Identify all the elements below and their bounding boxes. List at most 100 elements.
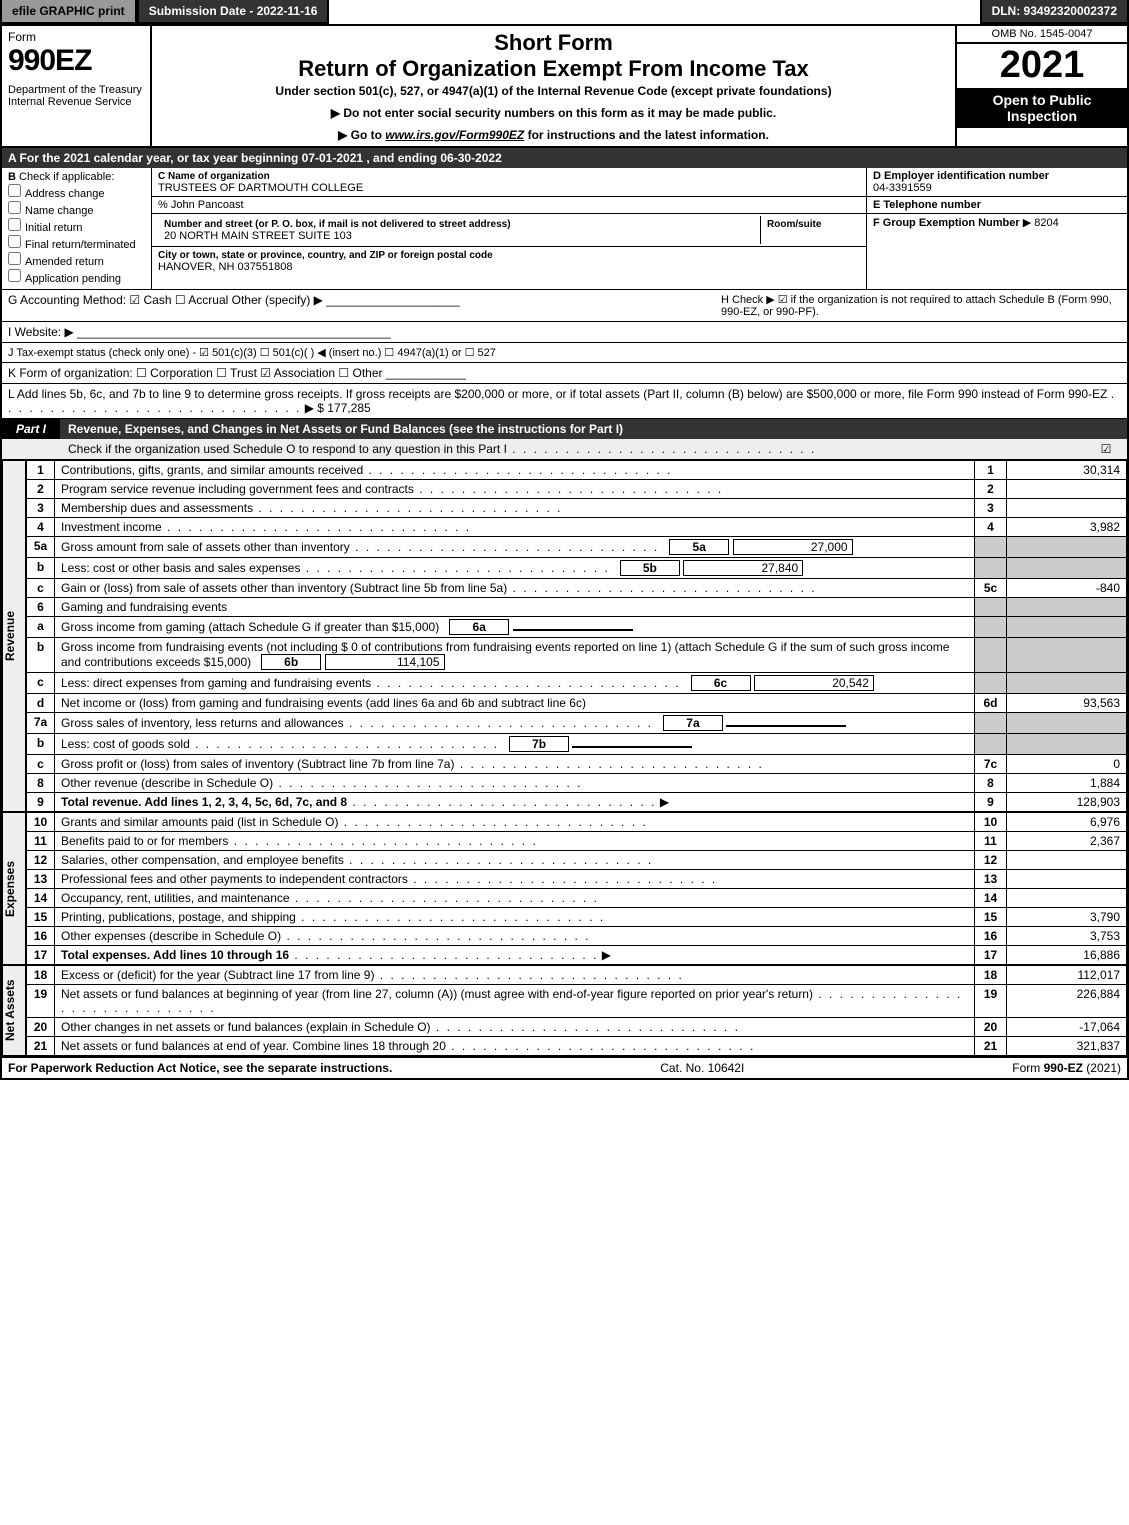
form-number: 990EZ — [8, 44, 144, 78]
goto-note: ▶ Go to www.irs.gov/Form990EZ for instru… — [160, 128, 947, 142]
header-left: Form 990EZ Department of the Treasury In… — [2, 26, 152, 146]
ssn-note: ▶ Do not enter social security numbers o… — [160, 106, 947, 120]
revenue-table: 1 Contributions, gifts, grants, and simi… — [26, 460, 1127, 812]
section-l-text: L Add lines 5b, 6c, and 7b to line 9 to … — [8, 387, 1107, 401]
section-b: B Check if applicable: Address change Na… — [2, 168, 152, 289]
top-bar: efile GRAPHIC print Submission Date - 20… — [0, 0, 1129, 24]
part1-tab: Part I — [2, 419, 60, 439]
group-exemption-label: F Group Exemption Number — [873, 217, 1020, 229]
ein-label: D Employer identification number — [873, 170, 1049, 182]
ein-value: 04-3391559 — [873, 182, 932, 194]
part1-body: Revenue 1 Contributions, gifts, grants, … — [2, 460, 1127, 812]
line-13: 13 Professional fees and other payments … — [27, 870, 1127, 889]
line-7a: 7a Gross sales of inventory, less return… — [27, 713, 1127, 734]
section-l: L Add lines 5b, 6c, and 7b to line 9 to … — [2, 384, 1127, 419]
expenses-body: Expenses 10 Grants and similar amounts p… — [2, 812, 1127, 965]
line-6d: d Net income or (loss) from gaming and f… — [27, 694, 1127, 713]
efile-print-button[interactable]: efile GRAPHIC print — [0, 0, 137, 24]
page-footer: For Paperwork Reduction Act Notice, see … — [2, 1056, 1127, 1078]
line-17: 17 Total expenses. Add lines 10 through … — [27, 946, 1127, 965]
chk-application-pending[interactable]: Application pending — [8, 269, 145, 285]
section-l-value: ▶ $ 177,285 — [305, 401, 371, 415]
line-5a: 5a Gross amount from sale of assets othe… — [27, 537, 1127, 558]
irs-link[interactable]: www.irs.gov/Form990EZ — [385, 128, 524, 142]
line-7b: b Less: cost of goods sold 7b — [27, 734, 1127, 755]
line-19: 19 Net assets or fund balances at beginn… — [27, 985, 1127, 1018]
org-name-label: C Name of organization — [158, 171, 270, 182]
line-16: 16 Other expenses (describe in Schedule … — [27, 927, 1127, 946]
section-g: G Accounting Method: ☑ Cash ☐ Accrual Ot… — [8, 293, 721, 318]
sections-def: D Employer identification number 04-3391… — [867, 168, 1127, 289]
header-right: OMB No. 1545-0047 2021 Open to Public In… — [957, 26, 1127, 146]
line-2: 2 Program service revenue including gove… — [27, 480, 1127, 499]
form-word: Form — [8, 30, 144, 44]
form-subtitle: Under section 501(c), 527, or 4947(a)(1)… — [160, 84, 947, 98]
line-6b: b Gross income from fundraising events (… — [27, 638, 1127, 673]
part1-title: Revenue, Expenses, and Changes in Net As… — [60, 419, 1127, 439]
expenses-vlabel: Expenses — [2, 812, 26, 965]
dln-label: DLN: 93492320002372 — [980, 0, 1129, 24]
org-name: TRUSTEES OF DARTMOUTH COLLEGE — [158, 182, 363, 194]
part1-check-row: Check if the organization used Schedule … — [2, 439, 1127, 460]
chk-final-return[interactable]: Final return/terminated — [8, 235, 145, 251]
line-3: 3 Membership dues and assessments 3 — [27, 499, 1127, 518]
chk-amended-return[interactable]: Amended return — [8, 252, 145, 268]
line-12: 12 Salaries, other compensation, and emp… — [27, 851, 1127, 870]
section-a: A For the 2021 calendar year, or tax yea… — [2, 148, 1127, 168]
section-c: C Name of organization TRUSTEES OF DARTM… — [152, 168, 867, 289]
footer-center: Cat. No. 10642I — [660, 1061, 744, 1075]
line-6: 6 Gaming and fundraising events — [27, 598, 1127, 617]
expenses-table: 10 Grants and similar amounts paid (list… — [26, 812, 1127, 965]
line-9: 9 Total revenue. Add lines 1, 2, 3, 4, 5… — [27, 793, 1127, 812]
form-title: Return of Organization Exempt From Incom… — [160, 56, 947, 82]
sections-bcdef: B Check if applicable: Address change Na… — [2, 168, 1127, 290]
revenue-vlabel: Revenue — [2, 460, 26, 812]
line-6a: a Gross income from gaming (attach Sched… — [27, 617, 1127, 638]
footer-left: For Paperwork Reduction Act Notice, see … — [8, 1061, 392, 1075]
line-15: 15 Printing, publications, postage, and … — [27, 908, 1127, 927]
goto-post: for instructions and the latest informat… — [524, 128, 769, 142]
netassets-table: 18 Excess or (deficit) for the year (Sub… — [26, 965, 1127, 1056]
section-i: I Website: ▶ ___________________________… — [2, 322, 1127, 343]
street-address: 20 NORTH MAIN STREET SUITE 103 — [164, 230, 352, 242]
city-address: HANOVER, NH 037551808 — [158, 261, 293, 273]
form-container: Form 990EZ Department of the Treasury In… — [0, 24, 1129, 1080]
line-8: 8 Other revenue (describe in Schedule O)… — [27, 774, 1127, 793]
short-form-title: Short Form — [160, 30, 947, 56]
department-label: Department of the Treasury Internal Reve… — [8, 84, 144, 108]
sections-gh: G Accounting Method: ☑ Cash ☐ Accrual Ot… — [2, 290, 1127, 322]
form-header: Form 990EZ Department of the Treasury In… — [2, 26, 1127, 148]
chk-name-change[interactable]: Name change — [8, 201, 145, 217]
chk-initial-return[interactable]: Initial return — [8, 218, 145, 234]
goto-pre: ▶ Go to — [338, 128, 385, 142]
line-11: 11 Benefits paid to or for members 11 2,… — [27, 832, 1127, 851]
section-k: K Form of organization: ☐ Corporation ☐ … — [2, 363, 1127, 384]
line-5c: c Gain or (loss) from sale of assets oth… — [27, 579, 1127, 598]
inspection-badge: Open to Public Inspection — [957, 88, 1127, 128]
line-5b: b Less: cost or other basis and sales ex… — [27, 558, 1127, 579]
tax-year: 2021 — [957, 44, 1127, 86]
line-4: 4 Investment income 4 3,982 — [27, 518, 1127, 537]
line-18: 18 Excess or (deficit) for the year (Sub… — [27, 966, 1127, 985]
section-j: J Tax-exempt status (check only one) - ☑… — [2, 343, 1127, 363]
submission-date-button[interactable]: Submission Date - 2022-11-16 — [137, 0, 330, 24]
line-20: 20 Other changes in net assets or fund b… — [27, 1018, 1127, 1037]
netassets-vlabel: Net Assets — [2, 965, 26, 1056]
line-6c: c Less: direct expenses from gaming and … — [27, 673, 1127, 694]
phone-label: E Telephone number — [873, 199, 981, 211]
header-center: Short Form Return of Organization Exempt… — [152, 26, 957, 146]
line-14: 14 Occupancy, rent, utilities, and maint… — [27, 889, 1127, 908]
line-10: 10 Grants and similar amounts paid (list… — [27, 813, 1127, 832]
omb-number: OMB No. 1545-0047 — [957, 26, 1127, 44]
line-21: 21 Net assets or fund balances at end of… — [27, 1037, 1127, 1056]
group-exemption-value: ▶ 8204 — [1023, 217, 1059, 229]
section-b-label: B — [8, 171, 16, 183]
part1-header: Part I Revenue, Expenses, and Changes in… — [2, 419, 1127, 439]
care-of: % John Pancoast — [152, 197, 866, 214]
chk-address-change[interactable]: Address change — [8, 184, 145, 200]
city-label: City or town, state or province, country… — [158, 250, 493, 261]
room-label: Room/suite — [767, 219, 821, 230]
footer-right: Form 990-EZ (2021) — [1012, 1061, 1121, 1075]
part1-check-text: Check if the organization used Schedule … — [8, 442, 1091, 456]
street-label: Number and street (or P. O. box, if mail… — [164, 219, 511, 230]
